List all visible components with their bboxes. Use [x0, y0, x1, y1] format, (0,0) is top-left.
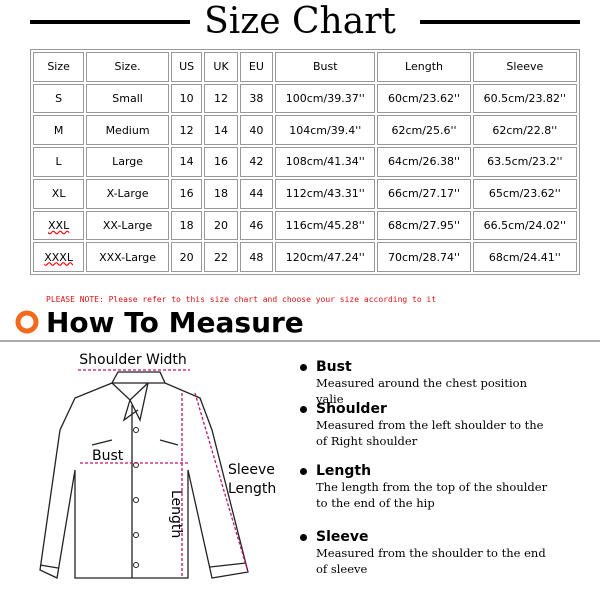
header-cell: UK	[204, 52, 238, 82]
measure-title: Bust	[298, 359, 556, 375]
table-row: XXXL XXX-Large 20 22 48 120cm/47.24'' 70cm/28.…	[33, 242, 577, 272]
header-cell: Length	[377, 52, 471, 82]
buttons	[133, 427, 139, 568]
table-cell: 22	[204, 242, 238, 272]
table-cell: Small	[86, 83, 169, 114]
measure-description: The length from the top of the shoulder …	[316, 480, 548, 510]
table-cell: 64cm/26.38''	[377, 147, 471, 177]
table-cell: 44	[239, 178, 274, 209]
title-rule	[30, 20, 190, 24]
table-cell: 100cm/39.37''	[275, 83, 376, 114]
size-table: Size Size. US UK EU Bust Length Sleeve S Small 10 1…	[30, 49, 580, 275]
measure-lines	[78, 369, 249, 578]
table-cell: 116cm/45.28''	[275, 210, 376, 241]
table-cell: M	[33, 115, 85, 146]
table-cell: 112cm/43.31''	[275, 178, 376, 209]
table-cell: 20	[170, 242, 203, 272]
table-cell: 18	[204, 178, 238, 209]
table-row: S Small 10 12 38 100cm/39.37'' 60cm/23.62'' 60.…	[33, 83, 577, 114]
table-cell: 63.5cm/23.2''	[472, 147, 577, 177]
title: Size Chart	[204, 1, 396, 42]
table-cell: 62cm/22.8''	[472, 115, 577, 146]
table-cell: 65cm/23.62''	[472, 178, 577, 209]
header-row: Size Size. US UK EU Bust Length Sleeve	[33, 52, 577, 82]
bust-label: Bust	[92, 448, 124, 464]
measure-item: Sleeve Measured from the shoulder to the …	[298, 529, 556, 577]
table-cell: Medium	[86, 115, 169, 146]
table-cell: XL	[33, 178, 85, 209]
note: PLEASE NOTE: Please refer to this size c…	[46, 295, 437, 304]
table-cell: 38	[239, 83, 274, 114]
table-cell: X-Large	[86, 178, 169, 209]
table-cell: 42	[239, 147, 274, 177]
sleeve-length-label: Length	[228, 481, 276, 497]
table-cell: 66.5cm/24.02''	[472, 210, 577, 241]
table-cell: 12	[170, 115, 203, 146]
table-cell: L	[33, 147, 85, 177]
shoulder-width-label: Shoulder Width	[79, 352, 186, 368]
table-cell: 66cm/27.17''	[377, 178, 471, 209]
table-cell: 68cm/24.41''	[472, 242, 577, 272]
table-cell: 10	[170, 83, 203, 114]
table-cell: 120cm/47.24''	[275, 242, 376, 272]
table-cell: 16	[170, 178, 203, 209]
measure-title: Shoulder	[298, 401, 556, 417]
bullet	[300, 468, 307, 475]
measure-item: Shoulder Measured from the left shoulder …	[298, 401, 556, 449]
table-cell: 20	[204, 210, 238, 241]
measure-title: How To Measure	[46, 306, 304, 339]
table-cell: 16	[204, 147, 238, 177]
table-cell: XXX-Large	[86, 242, 169, 272]
table-cell: 48	[239, 242, 274, 272]
table-row: L Large 14 16 42 108cm/41.34'' 64cm/26.38'' 63.…	[33, 147, 577, 177]
measure-description: Measured around the chest position valie	[316, 376, 527, 406]
shirt	[39, 371, 249, 579]
header-cell: Sleeve	[472, 52, 577, 82]
table-cell: 60.5cm/23.82''	[472, 83, 577, 114]
bullet-icon	[15, 310, 39, 334]
length-label: Length	[168, 490, 184, 538]
table-cell: XXL	[33, 210, 85, 241]
table-cell: 12	[204, 83, 238, 114]
measure-description: Measured from the shoulder to the end of…	[316, 546, 546, 576]
table-cell: 104cm/39.4''	[275, 115, 376, 146]
table-cell: 68cm/27.95''	[377, 210, 471, 241]
table-row: M Medium 12 14 40 104cm/39.4'' 62cm/25.6'' 62cm…	[33, 115, 577, 146]
title-rule	[420, 20, 580, 24]
table-cell: XXXL	[33, 242, 85, 272]
table-cell: 60cm/23.62''	[377, 83, 471, 114]
table-cell: 18	[170, 210, 203, 241]
bullet	[300, 364, 307, 371]
table-cell: 40	[239, 115, 274, 146]
header-cell: Size.	[86, 52, 169, 82]
table-cell: 70cm/28.74''	[377, 242, 471, 272]
table-cell: 46	[239, 210, 274, 241]
table-cell: Large	[86, 147, 169, 177]
bullet	[300, 406, 307, 413]
table-cell: 62cm/25.6''	[377, 115, 471, 146]
header-cell: Bust	[275, 52, 376, 82]
measure-item: Bust Measured around the chest position v…	[298, 359, 556, 407]
sleeve-length-label: Sleeve	[228, 462, 275, 478]
header-cell: EU	[239, 52, 274, 82]
table-row: XL X-Large 16 18 44 112cm/43.31'' 66cm/27.17''…	[33, 178, 577, 209]
table-cell: S	[33, 83, 85, 114]
table-row: XXL XX-Large 18 20 46 116cm/45.28'' 68cm/27.95…	[33, 210, 577, 241]
measure-title: Length	[298, 463, 556, 479]
header-cell: US	[170, 52, 203, 82]
table-cell: XX-Large	[86, 210, 169, 241]
bullet	[300, 534, 307, 541]
table-cell: 14	[170, 147, 203, 177]
measure-item: Length The length from the top of the sho…	[298, 463, 556, 511]
measure-description: Measured from the left shoulder to the o…	[316, 418, 544, 448]
measure-title: Sleeve	[298, 529, 556, 545]
table-cell: 14	[204, 115, 238, 146]
table-cell: 108cm/41.34''	[275, 147, 376, 177]
header-cell: Size	[33, 52, 85, 82]
